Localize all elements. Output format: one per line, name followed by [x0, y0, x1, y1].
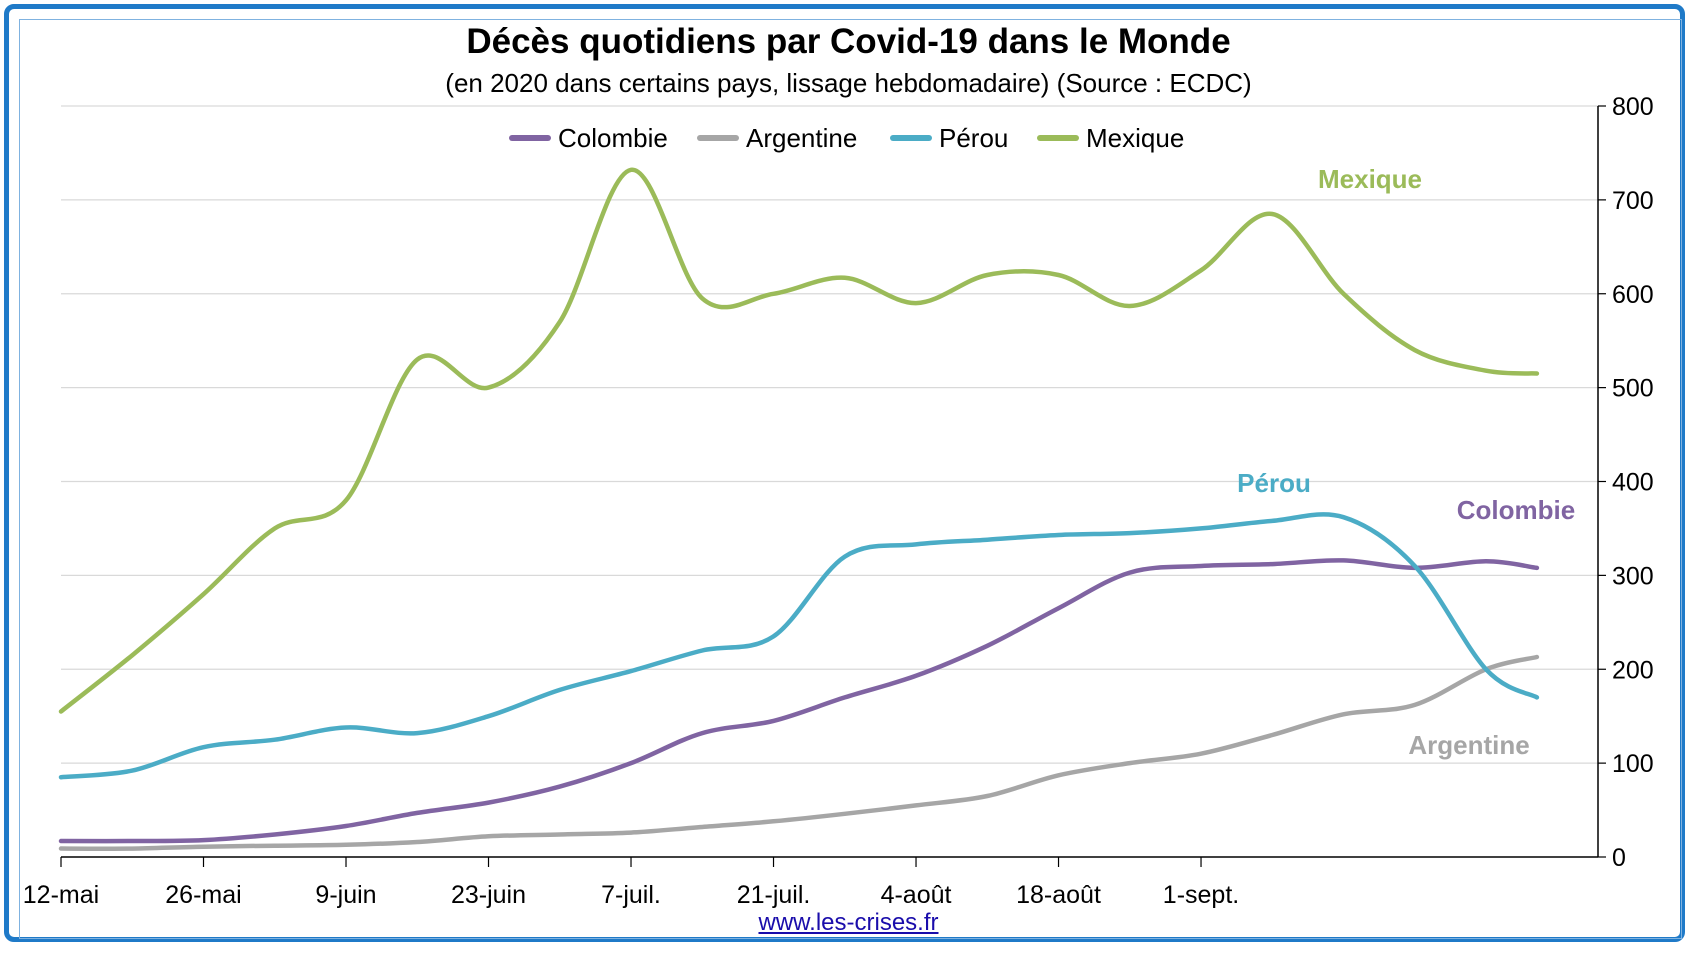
- x-tick-label: 1-sept.: [1163, 881, 1239, 909]
- y-tick-label: 300: [1612, 562, 1654, 590]
- y-tick-label: 200: [1612, 656, 1654, 684]
- x-axis-ticks: 12-mai 26-mai 9-juin 23-juin 7-juil. 21-juil.…: [23, 857, 1239, 909]
- x-tick-label: 21-juil.: [737, 881, 811, 909]
- chart-frame: [4, 4, 1685, 942]
- legend-label: Mexique: [1086, 123, 1184, 153]
- y-tick-label: 500: [1612, 375, 1654, 403]
- x-tick-label: 18-août: [1016, 881, 1101, 909]
- legend-label: Pérou: [939, 123, 1008, 153]
- y-tick-label: 800: [1612, 93, 1654, 121]
- y-axis-ticks: 0 100 200 300 400 500 600 700 800: [1598, 93, 1654, 872]
- y-tick-label: 100: [1612, 750, 1654, 778]
- x-tick-label: 26-mai: [165, 881, 241, 909]
- series-line-prou: [58, 512, 1540, 780]
- y-tick-label: 600: [1612, 281, 1654, 309]
- series-line-colombie: [58, 558, 1540, 844]
- series-label-colombie: Colombie: [1457, 495, 1575, 525]
- series-label-mexique: Mexique: [1318, 164, 1422, 194]
- chart-title: Décès quotidiens par Covid-19 dans le Mo…: [466, 22, 1231, 61]
- series-line-argentine: [58, 654, 1540, 851]
- source-link[interactable]: www.les-crises.fr: [758, 909, 939, 936]
- x-tick-label: 4-août: [881, 881, 952, 909]
- x-tick-label: 23-juin: [451, 881, 526, 909]
- x-tick-label: 9-juin: [315, 881, 376, 909]
- series-label-argentine: Argentine: [1408, 730, 1529, 760]
- x-tick-label: 12-mai: [23, 881, 99, 909]
- y-tick-label: 700: [1612, 187, 1654, 215]
- series-lines: [58, 167, 1540, 851]
- gridlines: [61, 105, 1598, 764]
- y-tick-label: 0: [1612, 844, 1626, 872]
- legend: Colombie Argentine Pérou Mexique: [509, 123, 1184, 153]
- series-line-mexique: [58, 167, 1540, 714]
- x-tick-label: 7-juil.: [601, 881, 661, 909]
- legend-label: Argentine: [746, 123, 857, 153]
- chart-subtitle: (en 2020 dans certains pays, lissage heb…: [445, 68, 1252, 98]
- chart-inner-border: [19, 19, 1682, 939]
- series-label-prou: Pérou: [1237, 468, 1311, 498]
- series-labels: Colombie Argentine Pérou Mexique: [1237, 164, 1575, 760]
- y-tick-label: 400: [1612, 469, 1654, 497]
- legend-label: Colombie: [558, 123, 668, 153]
